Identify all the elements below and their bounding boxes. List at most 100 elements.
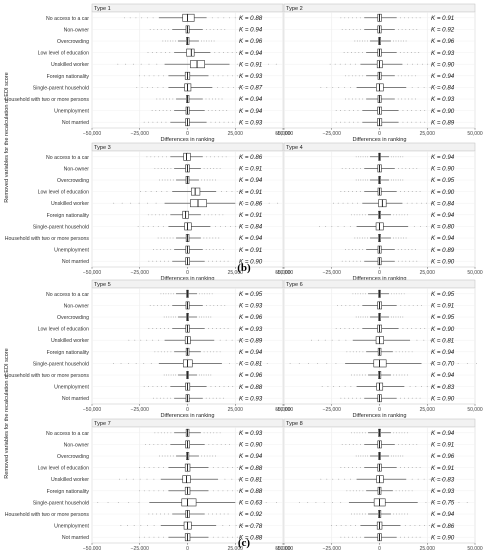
outlier-point	[390, 316, 392, 318]
outlier-point	[419, 110, 421, 112]
outlier-point	[364, 432, 366, 434]
outlier-point	[161, 455, 163, 457]
outlier-point	[158, 156, 160, 158]
outlier-point	[132, 63, 134, 65]
outlier-point	[205, 98, 207, 100]
outlier-point	[120, 362, 122, 364]
outlier-point	[210, 167, 211, 169]
outlier-point	[155, 202, 157, 204]
outlier-point	[153, 443, 155, 445]
outlier-point	[351, 249, 353, 251]
outlier-point	[205, 374, 207, 376]
k-label: K = 0.93	[239, 73, 263, 80]
k-label: K = 0.90	[431, 326, 455, 333]
outlier-point	[138, 501, 140, 503]
outlier-point	[153, 525, 155, 527]
x-tick-label: −25,000	[131, 546, 149, 550]
outlier-point	[159, 179, 160, 181]
outlier-point	[159, 98, 161, 100]
outlier-point	[405, 260, 407, 262]
outlier-point	[404, 525, 406, 527]
outlier-point	[350, 386, 352, 388]
outlier-point	[402, 351, 403, 353]
outlier-point	[172, 179, 174, 181]
x-axis-title: Differences in ranking	[161, 137, 215, 143]
outlier-point	[364, 179, 366, 181]
outlier-point	[404, 467, 405, 469]
outlier-point	[358, 98, 360, 100]
outlier-point	[157, 167, 159, 169]
outlier-point	[356, 167, 358, 169]
outlier-point	[320, 478, 322, 480]
outlier-point	[162, 86, 164, 88]
outlier-point	[203, 374, 205, 376]
outlier-point	[351, 214, 352, 216]
outlier-point	[408, 351, 410, 353]
outlier-point	[210, 316, 212, 318]
outlier-point	[405, 351, 407, 353]
k-label: K = 0.84	[431, 85, 455, 92]
outlier-point	[332, 202, 334, 204]
outlier-point	[209, 455, 211, 457]
outlier-point	[163, 249, 165, 251]
outlier-point	[207, 110, 209, 112]
outlier-point	[412, 304, 414, 306]
box	[181, 498, 197, 507]
outlier-point	[214, 156, 215, 158]
outlier-point	[166, 316, 167, 318]
outlier-point	[412, 167, 414, 169]
outlier-point	[407, 214, 408, 216]
outlier-point	[352, 443, 354, 445]
outlier-point	[393, 40, 394, 42]
panel-type-5: Type 5 K = 0.95 No access to a car K = 0.93…	[5, 279, 291, 419]
k-label: K = 0.91	[431, 303, 454, 310]
outlier-point	[362, 455, 364, 457]
outlier-point	[209, 237, 211, 239]
outlier-point	[415, 397, 417, 399]
outlier-point	[163, 536, 165, 538]
outlier-point	[350, 478, 352, 480]
outlier-point	[409, 386, 411, 388]
outlier-point	[427, 63, 429, 65]
facet-strip	[91, 418, 284, 428]
outlier-point	[405, 40, 407, 42]
outlier-point	[357, 121, 359, 123]
outlier-point	[232, 75, 234, 77]
outlier-point	[160, 328, 161, 330]
x-tick-label: 25,000	[420, 546, 436, 550]
outlier-point	[231, 191, 233, 193]
outlier-point	[160, 513, 161, 515]
outlier-point	[345, 98, 346, 100]
outlier-point	[155, 214, 157, 216]
outlier-point	[397, 75, 399, 77]
outlier-point	[335, 328, 337, 330]
outlier-point	[208, 260, 210, 262]
outlier-point	[214, 121, 216, 123]
outlier-point	[393, 214, 395, 216]
outlier-point	[204, 293, 206, 295]
k-label: K = 0.96	[431, 453, 455, 460]
outlier-point	[349, 443, 351, 445]
outlier-point	[212, 455, 214, 457]
outlier-point	[227, 75, 229, 77]
outlier-point	[152, 86, 154, 88]
outlier-point	[165, 293, 167, 295]
outlier-point	[408, 260, 410, 262]
outlier-point	[344, 121, 346, 123]
outlier-point	[147, 52, 149, 54]
outlier-point	[326, 86, 328, 88]
k-label: K = 0.94	[431, 511, 455, 518]
outlier-point	[318, 225, 320, 227]
outlier-point	[347, 52, 349, 54]
box	[184, 222, 192, 231]
outlier-point	[208, 443, 210, 445]
x-tick-label: 0	[378, 270, 381, 276]
outlier-point	[414, 525, 416, 527]
outlier-point	[335, 121, 337, 123]
outlier-point	[236, 362, 238, 364]
outlier-point	[442, 501, 443, 503]
outlier-point	[358, 179, 359, 181]
outlier-point	[362, 490, 364, 492]
outlier-point	[156, 249, 158, 251]
outlier-point	[139, 478, 141, 480]
